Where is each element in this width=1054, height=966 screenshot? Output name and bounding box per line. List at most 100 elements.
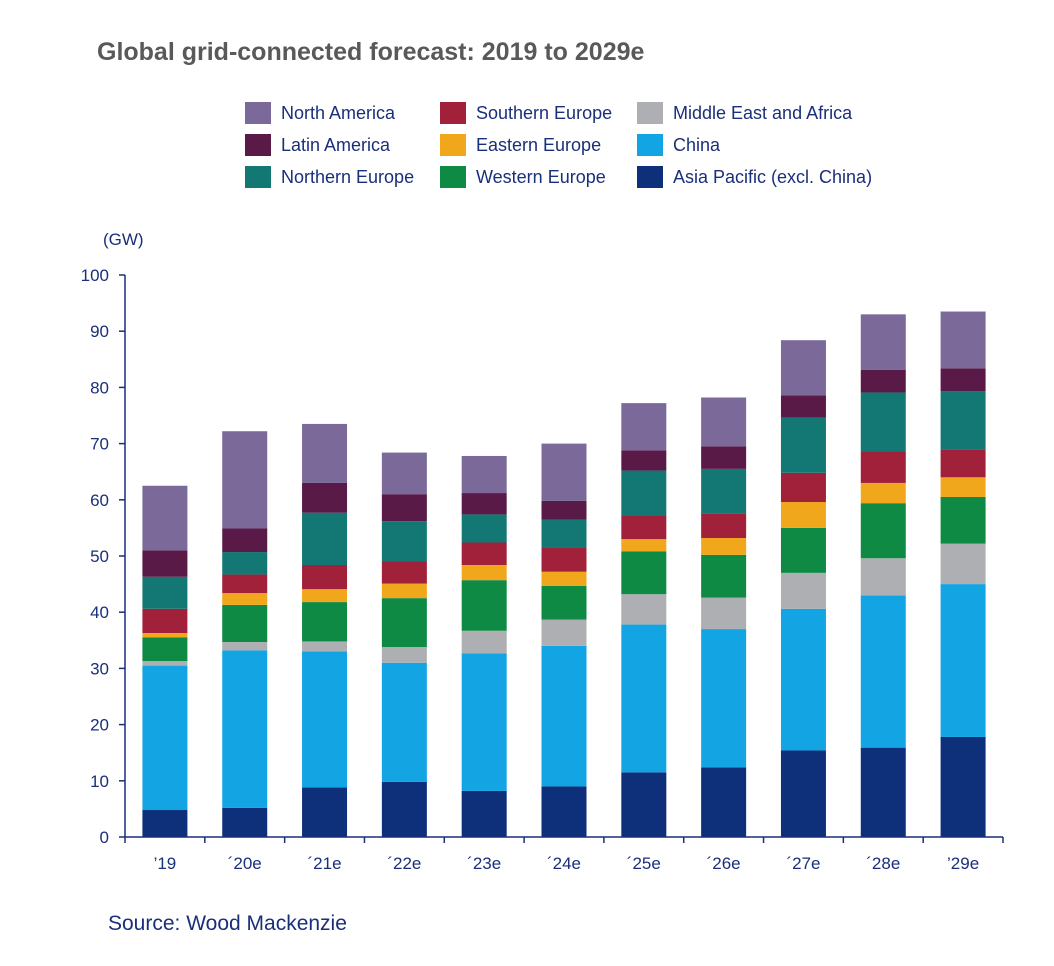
bar-segment	[621, 772, 667, 837]
bar-segment	[940, 584, 986, 737]
bar-segment	[621, 403, 667, 451]
bar-segment	[302, 589, 348, 603]
legend-item-middle-east-africa: Middle East and Africa	[637, 102, 852, 124]
bar-segment	[222, 574, 268, 594]
bar-segment	[780, 340, 826, 396]
y-tick-label: 100	[81, 266, 109, 285]
bar-segment	[541, 547, 587, 572]
bar-segment	[381, 561, 427, 584]
x-tick-label: ´26e	[707, 854, 741, 873]
y-tick-label: 30	[90, 659, 109, 678]
legend-swatch	[440, 102, 466, 124]
bar-segment	[860, 314, 906, 370]
bar-segment	[860, 392, 906, 452]
x-axis: ’19 ´20e ´21e ´22e ´23e ´24e ´25e ´26e ´27e ´28e ’…	[124, 836, 1004, 873]
bar-segment	[461, 564, 507, 581]
bar-segment	[541, 571, 587, 586]
bar-segment	[541, 585, 587, 620]
bar-segment	[381, 781, 427, 837]
bar-segment	[780, 572, 826, 609]
legend-swatch	[245, 166, 271, 188]
bar-segment	[142, 665, 188, 811]
bar-segment	[541, 500, 587, 520]
bar-segment	[701, 597, 747, 630]
bar-segment	[621, 594, 667, 625]
legend-label: Northern Europe	[281, 166, 415, 187]
bar-segment	[860, 369, 906, 393]
bar-segment	[940, 496, 986, 544]
legend-swatch	[637, 102, 663, 124]
legend-item-asia-pacific: Asia Pacific (excl. China)	[637, 166, 872, 188]
bar-segment	[302, 651, 348, 788]
bar-segment	[302, 787, 348, 837]
bar-segment	[701, 513, 747, 539]
bar-segment	[222, 552, 268, 575]
bar-segment	[222, 593, 268, 605]
bar-segment	[621, 539, 667, 552]
legend-item-southern-europe: Southern Europe	[440, 102, 612, 124]
bar-segment	[701, 446, 747, 469]
y-tick-label: 40	[90, 603, 109, 622]
legend-swatch	[245, 134, 271, 156]
bar-segment	[860, 503, 906, 559]
bar-segment	[302, 482, 348, 513]
bar-segment	[381, 452, 427, 495]
legend-swatch	[637, 166, 663, 188]
x-tick-label: ´27e	[786, 854, 820, 873]
y-axis: 0 10 20 30 40 50 60 70 80 90 100	[81, 266, 126, 847]
y-tick-label: 70	[90, 435, 109, 454]
bar-segment	[461, 455, 507, 494]
bar-segment	[142, 485, 188, 551]
bar-segment	[701, 397, 747, 447]
y-tick-label: 90	[90, 322, 109, 341]
bar-segment	[461, 653, 507, 791]
bar-segment	[940, 736, 986, 837]
x-tick-label: ´25e	[627, 854, 661, 873]
bar-segment	[860, 482, 906, 504]
chart-title: Global grid-connected forecast: 2019 to …	[97, 38, 645, 66]
bar-segment	[461, 493, 507, 515]
bar-segment	[621, 624, 667, 773]
legend-label: Western Europe	[476, 166, 606, 187]
bar-segment	[381, 598, 427, 648]
bar-segment	[461, 514, 507, 543]
legend-item-china: China	[637, 134, 720, 156]
x-tick-label: ´22e	[387, 854, 421, 873]
bar-segment	[302, 602, 348, 642]
legend-label: Asia Pacific (excl. China)	[673, 166, 873, 187]
y-tick-label: 60	[90, 491, 109, 510]
bar-segment	[302, 641, 348, 652]
legend-swatch	[440, 166, 466, 188]
y-tick-label: 0	[100, 828, 109, 847]
bar-segment	[461, 630, 507, 654]
bar-segment	[142, 608, 188, 633]
bar-segment	[860, 451, 906, 483]
bar-segment	[142, 632, 188, 638]
bar-segment	[381, 583, 427, 599]
bar-segment	[780, 527, 826, 573]
bar-segment	[222, 641, 268, 651]
bar-segment	[780, 502, 826, 528]
bar-segment	[302, 564, 348, 590]
bar-segment	[780, 417, 826, 473]
bar-segment	[541, 619, 587, 646]
bar-segment	[222, 650, 268, 808]
bar-segment	[701, 554, 747, 598]
bar-segment	[780, 472, 826, 503]
bar-segment	[461, 542, 507, 565]
bar-segment	[940, 311, 986, 369]
bar-segment	[621, 551, 667, 595]
bar-segment	[541, 786, 587, 837]
bar-segment	[780, 750, 826, 837]
legend-item-latin-america: Latin America	[245, 134, 390, 156]
bar-segment	[142, 637, 188, 662]
bar-segment	[381, 662, 427, 782]
x-tick-label: ´20e	[228, 854, 262, 873]
legend-item-eastern-europe: Eastern Europe	[440, 134, 601, 156]
bar-segment	[541, 645, 587, 787]
bar-segment	[701, 538, 747, 555]
bar-segment	[142, 576, 188, 609]
bar-segment	[621, 515, 667, 540]
legend-label: Latin America	[281, 134, 391, 155]
bar-segment	[541, 443, 587, 501]
